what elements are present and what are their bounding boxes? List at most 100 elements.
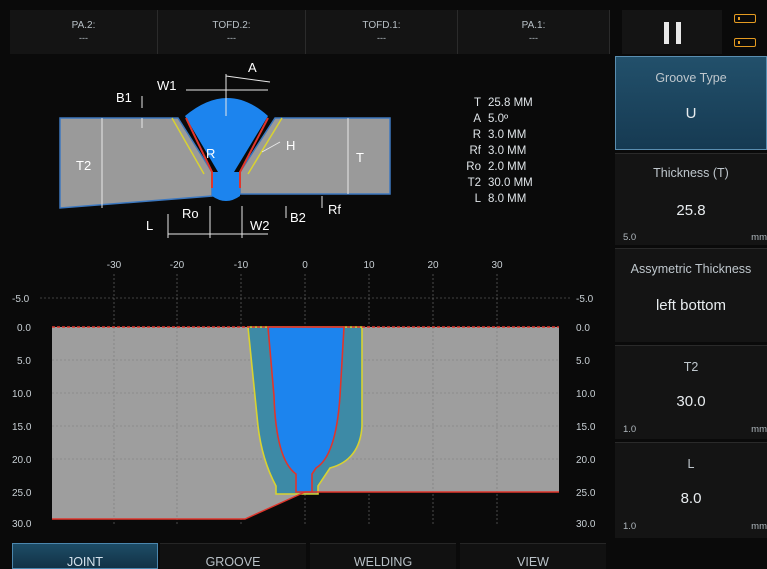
label-h: H [286, 138, 295, 153]
y-tick: 25.0 [576, 488, 596, 499]
y-tick: 5.0 [576, 356, 590, 367]
channel-value: --- [377, 33, 386, 43]
groove-type-title: Groove Type [655, 71, 727, 85]
y-tick: 0.0 [576, 323, 590, 334]
param-key: A [473, 113, 481, 125]
x-tick: 10 [363, 260, 375, 271]
channel-value: --- [79, 33, 88, 43]
label-w2: W2 [250, 218, 270, 233]
groove-type-value: U [685, 105, 697, 122]
label-ro: Ro [182, 206, 199, 221]
groove-type-selector[interactable]: Groove Type U [615, 56, 767, 150]
t2-value: 30.0 [676, 393, 706, 410]
battery-icon [734, 38, 756, 47]
param-value: 25.8 MM [488, 97, 533, 109]
channel-tofd2[interactable]: TOFD.2: --- [158, 10, 306, 54]
y-axis-ticks-left: -5.0 0.0 5.0 10.0 15.0 20.0 25.0 30.0 [12, 294, 32, 530]
channel-name: PA.2: [71, 20, 96, 31]
weld-bead [185, 98, 268, 201]
groove-outline [185, 117, 269, 188]
y-tick: 0.0 [17, 323, 31, 334]
label-a: A [248, 60, 257, 75]
y-tick: 20.0 [576, 455, 596, 466]
l-title: L [687, 457, 695, 471]
drawing-area: A W1 B1 T2 R H T Rf B2 W2 Ro L T 25.8 MM … [12, 60, 596, 530]
x-tick: -30 [107, 260, 122, 271]
y-tick: 15.0 [576, 422, 596, 433]
parameter-list: T 25.8 MM A 5.0º R 3.0 MM Rf 3.0 MM Ro 2.0 MM… [466, 97, 532, 205]
param-key: Ro [466, 161, 481, 173]
l-value: 8.0 [680, 490, 702, 507]
y-tick: 10.0 [576, 389, 596, 400]
l-field[interactable]: L 8.0 1.0 mm [615, 442, 767, 538]
x-axis-ticks: -30 -20 -10 0 10 20 30 [107, 260, 503, 271]
param-key: Rf [470, 145, 482, 157]
param-value: 8.0 MM [488, 193, 526, 205]
param-key: R [473, 129, 481, 141]
channel-pa2[interactable]: PA.2: --- [10, 10, 158, 54]
x-tick: 0 [302, 260, 308, 271]
battery-icon [734, 14, 756, 23]
tab-label: WELDING [353, 555, 413, 569]
label-t: T [356, 150, 364, 165]
tab-label: VIEW [517, 555, 549, 569]
l-unit: mm [751, 521, 767, 532]
y-tick: 30.0 [12, 519, 32, 530]
thickness-field[interactable]: Thickness (T) 25.8 5.0 mm [615, 153, 767, 245]
tab-welding[interactable]: WELDING [310, 543, 456, 569]
x-tick: -10 [234, 260, 249, 271]
channel-name: PA.1: [521, 20, 546, 31]
label-rf: Rf [328, 202, 341, 217]
thickness-value: 25.8 [676, 202, 706, 219]
tab-label: JOINT [66, 555, 104, 569]
y-tick: 20.0 [12, 455, 32, 466]
param-value: 30.0 MM [488, 177, 533, 189]
label-r: R [206, 146, 215, 161]
channel-name: TOFD.2: [212, 20, 251, 31]
x-tick: 20 [427, 260, 439, 271]
channel-tofd1[interactable]: TOFD.1: --- [306, 10, 458, 54]
dimension-lines [101, 74, 349, 238]
dimension-labels: A W1 B1 T2 R H T Rf B2 W2 Ro L [76, 60, 364, 233]
y-tick: -5.0 [12, 294, 30, 305]
asymmetric-value: left bottom [655, 297, 727, 314]
param-key: T2 [468, 177, 481, 189]
groove-schematic: A W1 B1 T2 R H T Rf B2 W2 Ro L [59, 60, 391, 238]
l-min: 1.0 [623, 521, 637, 532]
param-key: L [475, 193, 482, 205]
t2-title: T2 [683, 360, 699, 374]
y-tick: 15.0 [12, 422, 32, 433]
channel-name: TOFD.1: [362, 20, 401, 31]
pause-button[interactable] [622, 10, 756, 54]
y-tick: 10.0 [12, 389, 32, 400]
label-b1: B1 [116, 90, 132, 105]
label-l: L [146, 218, 153, 233]
channel-pa1[interactable]: PA.1: --- [458, 10, 610, 54]
tab-groove[interactable]: GROOVE [160, 543, 306, 569]
param-value: 5.0º [488, 113, 509, 125]
thickness-unit: mm [751, 232, 767, 243]
asymmetric-thickness-selector[interactable]: Assymetric Thickness left bottom [615, 248, 767, 342]
channel-value: --- [227, 33, 236, 43]
param-key: T [474, 97, 481, 109]
thickness-min: 5.0 [623, 232, 637, 243]
y-tick: -5.0 [576, 294, 594, 305]
param-value: 3.0 MM [488, 129, 526, 141]
plate-right [239, 117, 391, 195]
tab-view[interactable]: VIEW [460, 543, 606, 569]
t2-unit: mm [751, 424, 767, 435]
channel-value: --- [529, 33, 538, 43]
label-w1: W1 [157, 78, 177, 93]
label-b2: B2 [290, 210, 306, 225]
t2-field[interactable]: T2 30.0 1.0 mm [615, 345, 767, 439]
y-tick: 25.0 [12, 488, 32, 499]
param-value: 3.0 MM [488, 145, 526, 157]
tab-joint[interactable]: JOINT [12, 543, 158, 569]
y-tick: 30.0 [576, 519, 596, 530]
x-tick: -20 [170, 260, 185, 271]
x-tick: 30 [491, 260, 503, 271]
y-tick: 5.0 [17, 356, 31, 367]
cross-section: -30 -20 -10 0 10 20 30 -5.0 0.0 5.0 10.0… [12, 260, 596, 530]
asymmetric-title: Assymetric Thickness [630, 262, 752, 276]
